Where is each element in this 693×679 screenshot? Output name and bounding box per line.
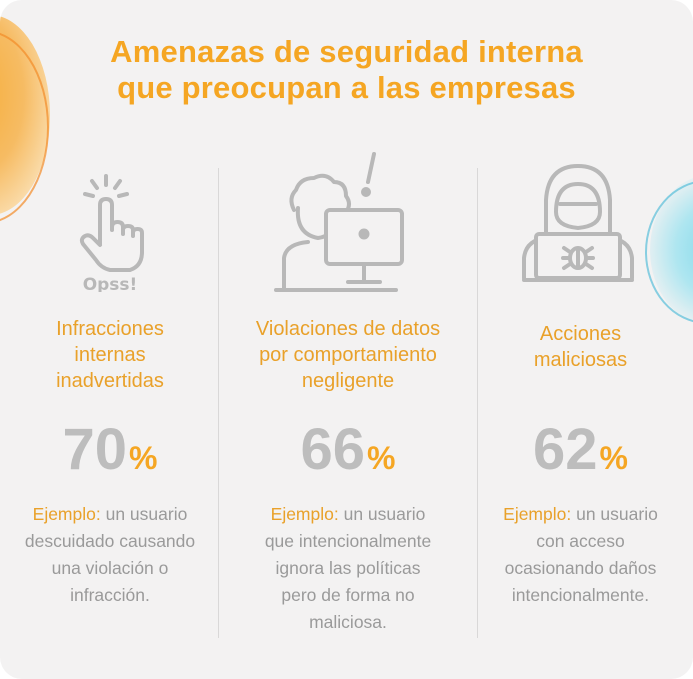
example-line: una violación o <box>51 558 169 578</box>
percent-sign: % <box>129 440 158 476</box>
heading-line: internas <box>74 344 146 366</box>
percent-value: 70 <box>62 417 128 482</box>
example-line: ignora las políticas <box>275 558 421 578</box>
threat-percentage: 66% <box>238 420 458 488</box>
title-line-1: Amenazas de seguridad interna <box>110 34 583 69</box>
example-line: un usuario <box>576 504 658 524</box>
percent-sign: % <box>599 440 628 476</box>
title-line-2: que preocupan a las empresas <box>117 70 576 105</box>
threat-heading: Violaciones de datos por comportamiento … <box>238 316 458 394</box>
example-line: que intencionalmente <box>264 531 432 551</box>
threat-example: Ejemplo: un usuario con acceso ocasionan… <box>468 501 693 609</box>
example-line: maliciosa. <box>309 612 387 632</box>
hand-tap-icon: Opss! <box>79 174 144 292</box>
heading-line: inadvertidas <box>56 370 164 392</box>
heading-line: Violaciones de datos <box>255 318 441 340</box>
example-line: infracción. <box>70 585 150 605</box>
example-label: Ejemplo: <box>503 504 572 524</box>
column-divider-2 <box>477 168 478 638</box>
example-line: intencionalmente. <box>511 585 650 605</box>
example-label: Ejemplo: <box>32 504 101 524</box>
threat-example: Ejemplo: un usuario que intencionalmente… <box>238 501 458 636</box>
threat-heading: Infracciones internas inadvertidas <box>0 316 220 394</box>
infographic-title: Amenazas de seguridad interna que preocu… <box>0 34 693 106</box>
threat-percentage: 62% <box>468 420 693 488</box>
decorative-cyan-ring <box>645 180 693 324</box>
heading-line: Infracciones <box>56 318 164 340</box>
percent-sign: % <box>367 440 396 476</box>
heading-line: negligente <box>301 370 395 392</box>
threat-example: Ejemplo: un usuario descuidado causando … <box>0 501 220 609</box>
example-line: ocasionando daños <box>504 558 657 578</box>
percent-value: 66 <box>300 417 366 482</box>
threat-percentage: 70% <box>0 420 220 488</box>
example-line: un usuario <box>343 504 426 524</box>
example-label: Ejemplo: <box>270 504 339 524</box>
example-line: pero de forma no <box>281 585 415 605</box>
icon-caption-opss: Opss! <box>83 275 138 292</box>
example-line: un usuario <box>105 504 188 524</box>
heading-line: Acciones <box>539 323 622 345</box>
threat-heading: Acciones maliciosas <box>468 321 693 373</box>
example-line: descuidado causando <box>24 531 196 551</box>
column-divider-1 <box>218 168 219 638</box>
percent-value: 62 <box>533 417 598 482</box>
example-line: con acceso <box>536 531 625 551</box>
person-computer-alert-icon <box>274 152 404 292</box>
heading-line: por comportamiento <box>259 344 437 366</box>
hacker-laptop-bug-icon <box>522 164 634 282</box>
heading-line: maliciosas <box>533 349 628 371</box>
